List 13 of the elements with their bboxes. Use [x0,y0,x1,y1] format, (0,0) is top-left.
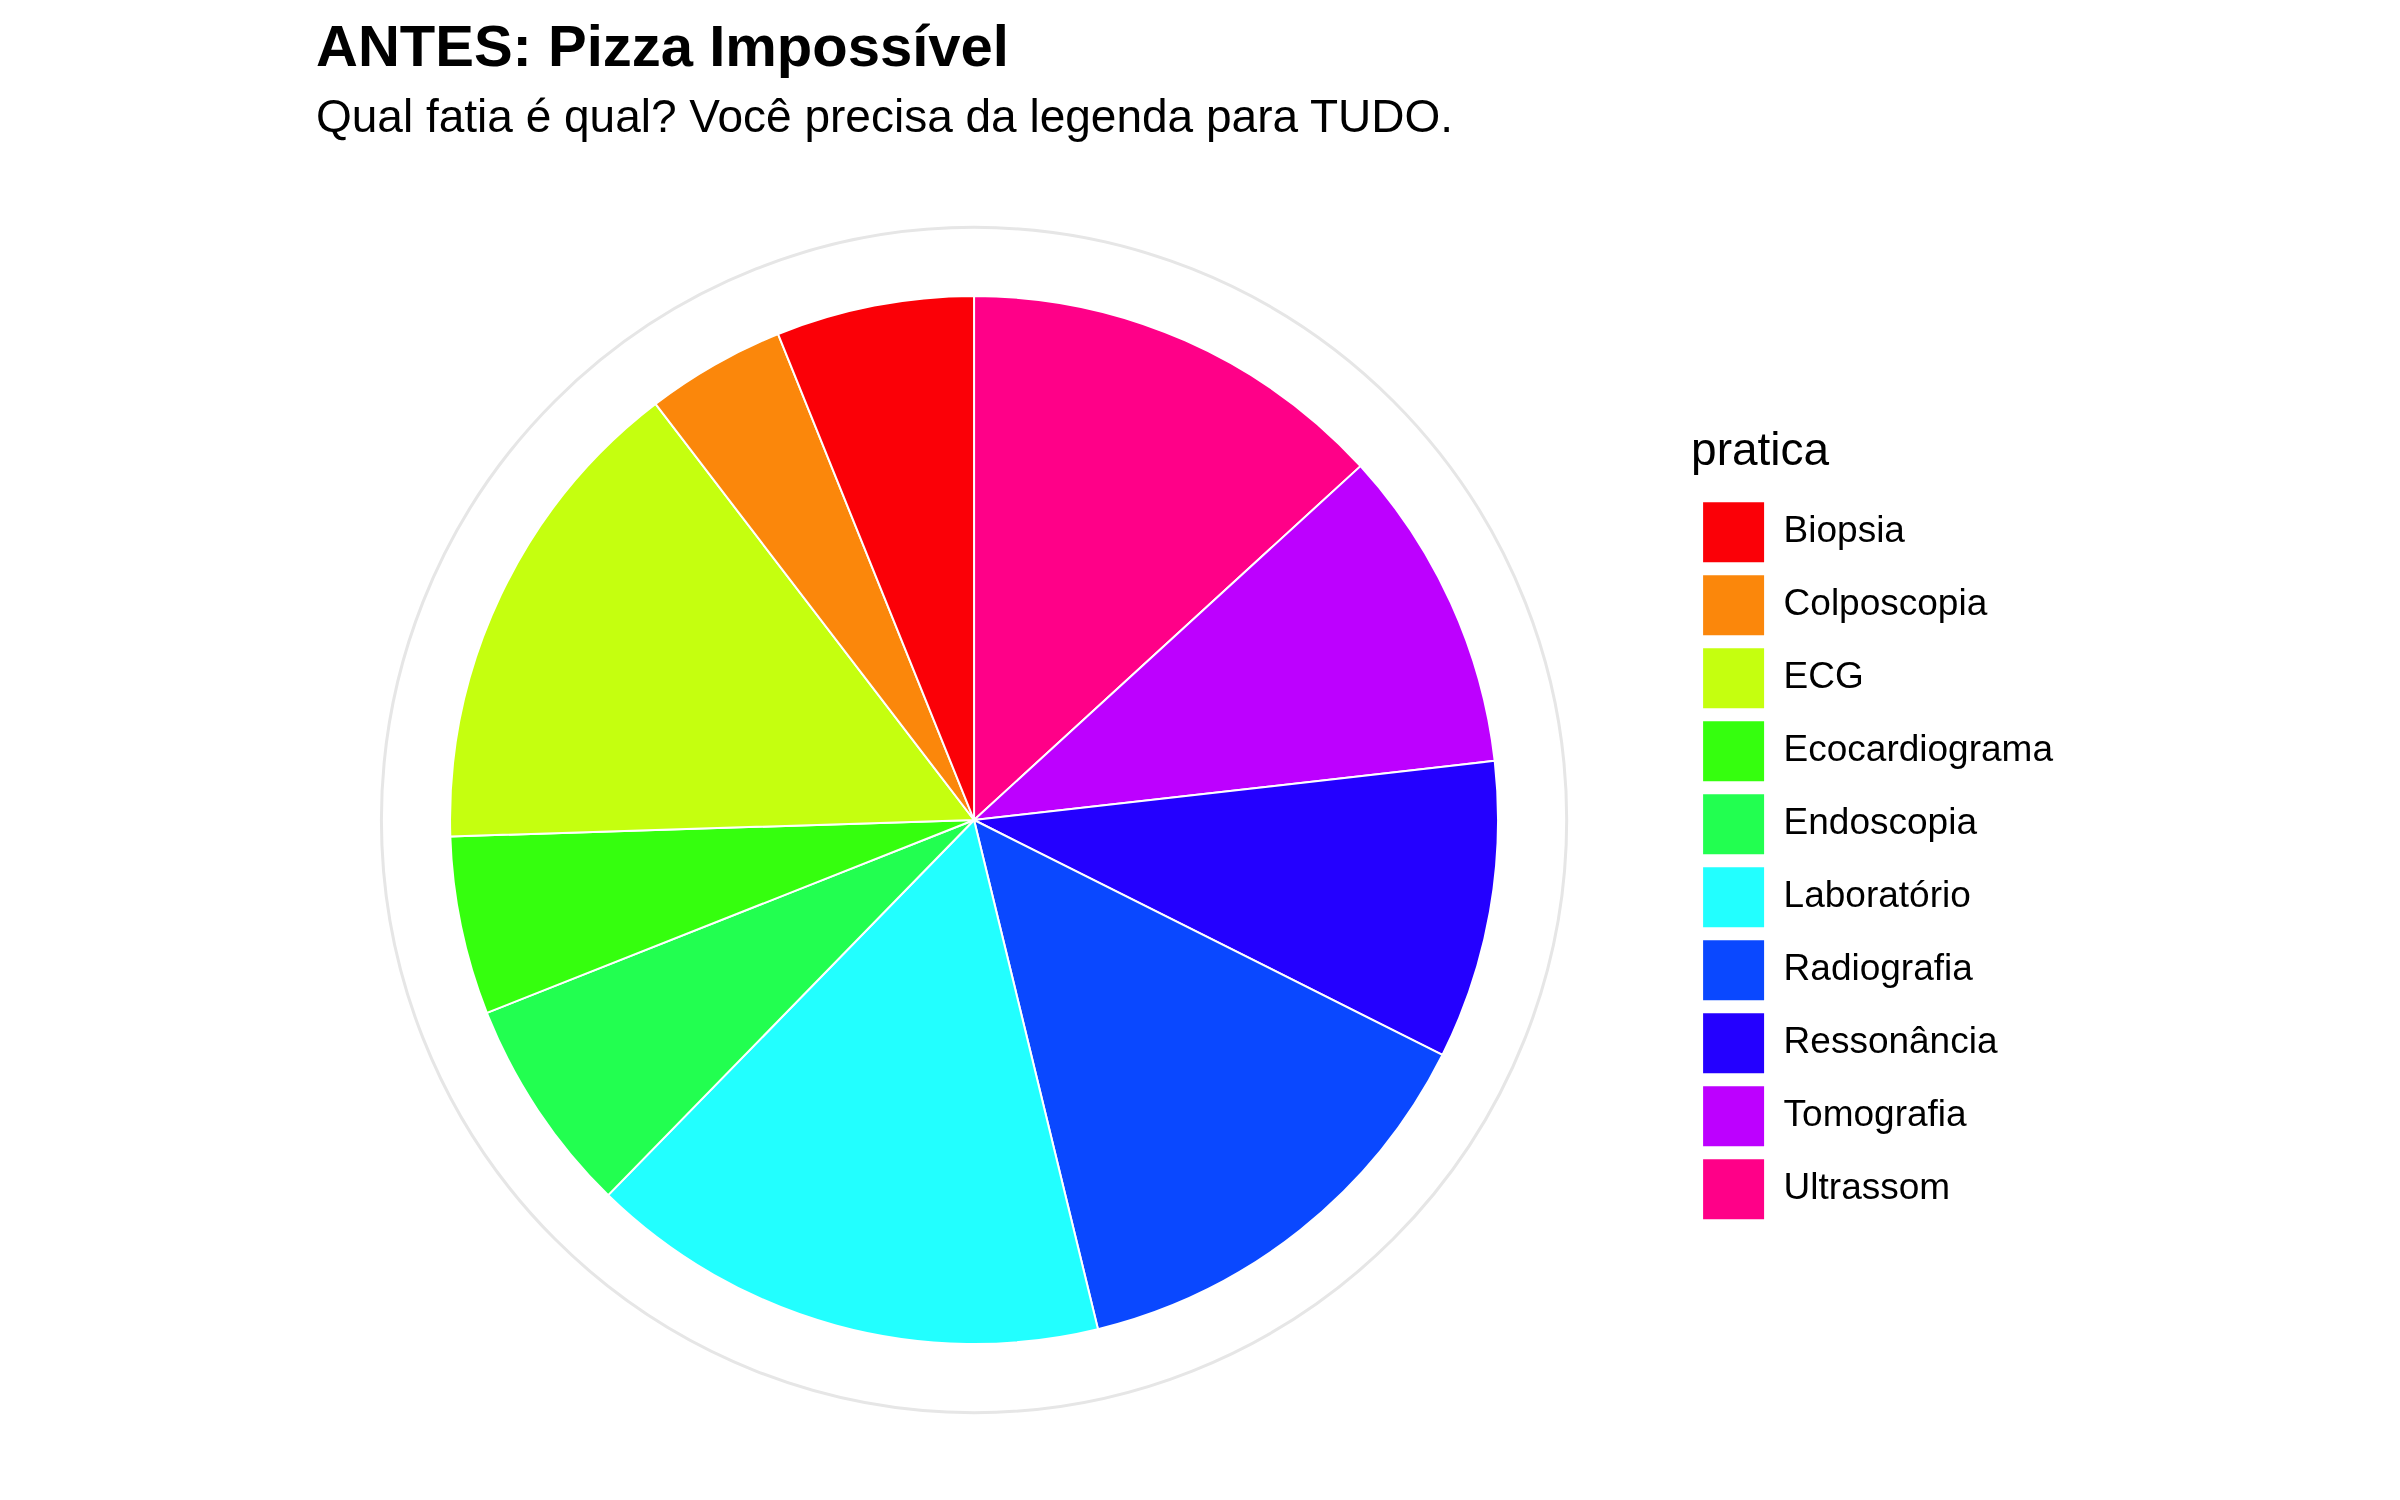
chart-subtitle: Qual fatia é qual? Você precisa da legenda para TUDO. [316,90,1454,142]
legend-label: Radiografia [1783,947,1974,989]
legend-label: Endoscopia [1783,801,1978,843]
legend-label: Ultrassom [1783,1166,1951,1208]
legend-label: Ressonância [1783,1020,1998,1062]
chart-title: ANTES: Pizza Impossível [316,13,1009,78]
legend-title: pratica [1691,422,1830,475]
legend-label: Biopsia [1783,509,1906,551]
legend-label: Ecocardiograma [1783,728,2054,770]
legend-label: Laboratório [1783,874,1971,916]
legend-label: Tomografia [1783,1093,1968,1135]
legend-label: Colposcopia [1783,582,1988,624]
legend-label: ECG [1783,655,1864,697]
